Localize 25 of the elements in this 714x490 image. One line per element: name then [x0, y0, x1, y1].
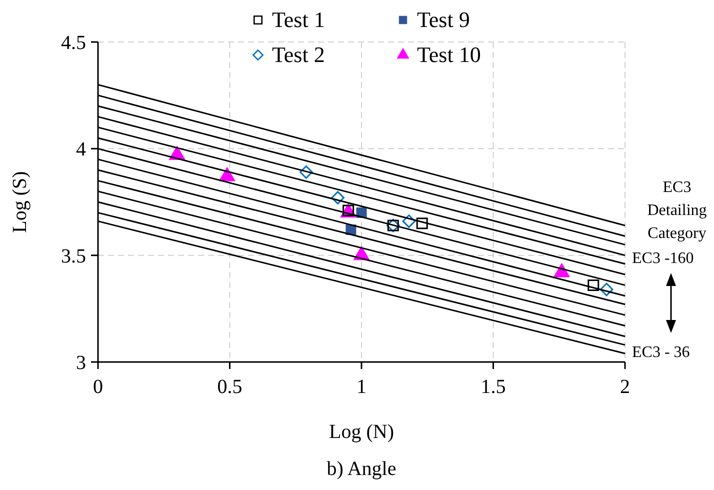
text: EC3 Detailing Category [647, 179, 707, 242]
point [299, 165, 313, 179]
legend-label: Test 9 [417, 7, 470, 32]
point [588, 279, 600, 291]
legend-label: Test 10 [417, 42, 481, 67]
legend-label: Test 1 [272, 7, 325, 32]
text: EC3 - 36 [632, 344, 690, 361]
point [416, 218, 428, 230]
y-tick-label: 3.5 [61, 245, 86, 268]
point [402, 214, 416, 228]
legend-label: Test 2 [272, 42, 325, 67]
x-tick-label: 1 [356, 376, 366, 398]
x-tick-label: 0 [93, 376, 103, 398]
y-tick-label: 4.5 [61, 32, 86, 54]
x-tick-label: 0.5 [217, 376, 242, 398]
text: EC3 -160 [632, 250, 694, 267]
x-tick-label: 2 [620, 376, 630, 398]
x-axis-title: Log (N) [329, 421, 394, 443]
y-tick-label: 3 [76, 352, 86, 374]
y-tick-label: 4 [76, 138, 86, 161]
y-axis-title: Log (S) [9, 171, 31, 233]
x-tick-label: 1.5 [480, 376, 506, 398]
point [331, 191, 344, 204]
point [600, 282, 614, 296]
text: b) Angle [326, 458, 396, 480]
